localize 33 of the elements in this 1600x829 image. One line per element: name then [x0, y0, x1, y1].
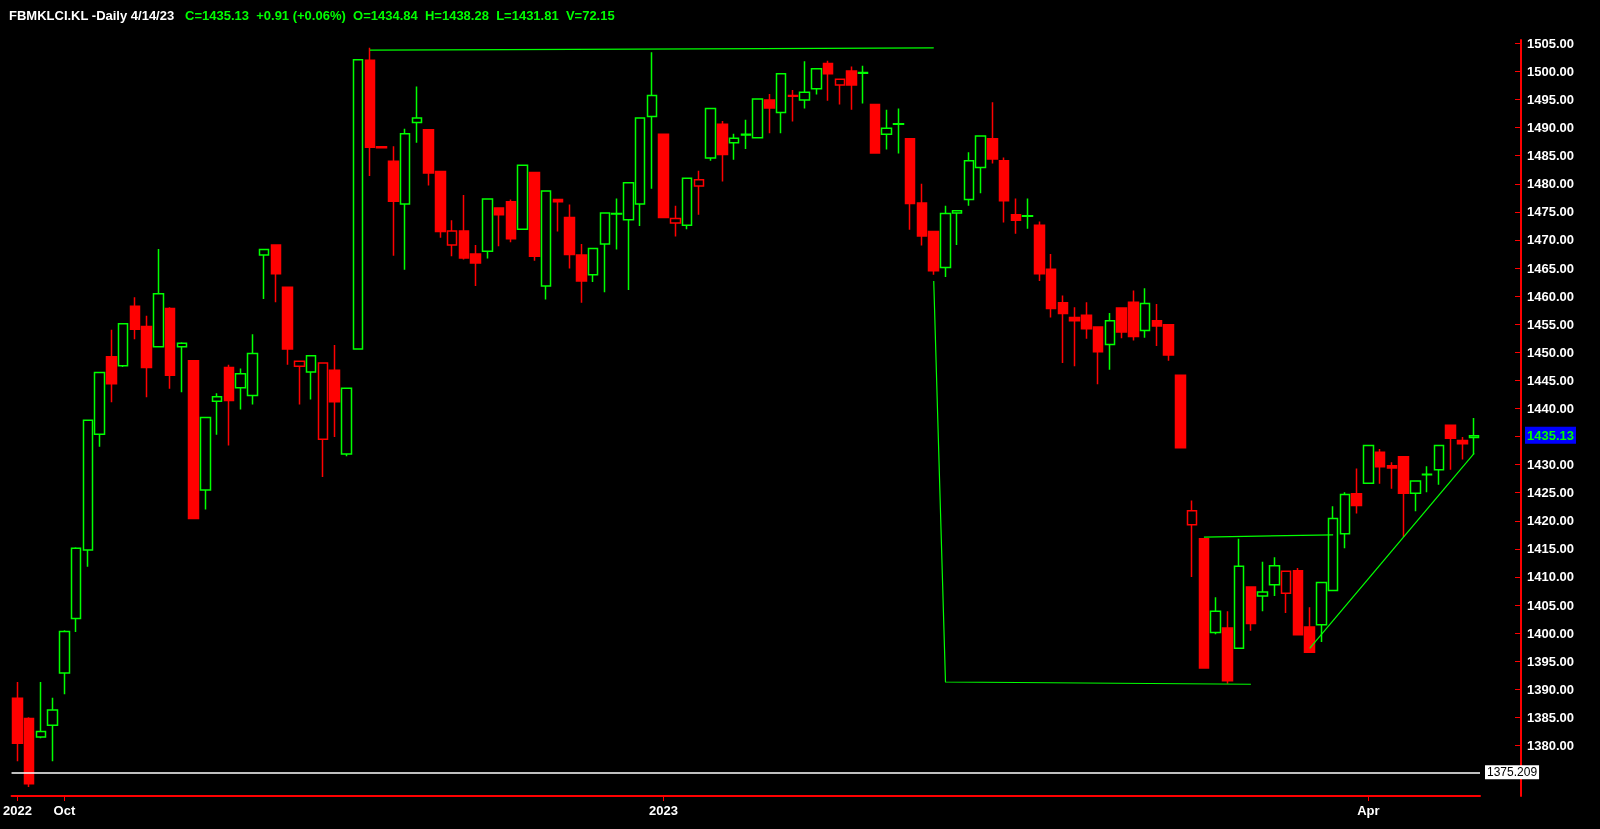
y-tick-label: 1440.00 [1527, 400, 1574, 416]
y-tick-label: 1470.00 [1527, 232, 1574, 248]
y-tick-label: 1475.00 [1527, 204, 1574, 220]
y-tick-label: 1380.00 [1527, 737, 1574, 753]
x-tick-label: Oct [53, 803, 76, 818]
y-tick-label: 1455.00 [1527, 316, 1574, 332]
y-tick-label: 1450.00 [1527, 344, 1574, 360]
y-tick-label: 1405.00 [1527, 597, 1574, 613]
y-tick-label: 1410.00 [1527, 569, 1574, 585]
y-tick-label: 1425.00 [1527, 485, 1574, 501]
chart-subtitle: C=1435.13 +0.91 (+0.06%) O=1434.84 H=1438.28 L=1431.81 V=72.15 [185, 8, 615, 23]
y-tick-label: 1505.00 [1527, 35, 1574, 51]
y-tick-label: 1400.00 [1527, 625, 1574, 641]
y-tick-label: 1480.00 [1527, 176, 1574, 192]
y-tick-label: 1430.00 [1527, 457, 1574, 473]
x-tick-label: 2023 [649, 803, 678, 818]
y-tick-label: 1490.00 [1527, 120, 1574, 136]
ref-line-label: 1375.209 [1487, 765, 1538, 780]
y-tick-label: 1390.00 [1527, 681, 1574, 697]
y-tick-label: 1495.00 [1527, 92, 1574, 108]
y-tick-label: 1460.00 [1527, 288, 1574, 304]
y-tick-label: 1385.00 [1527, 709, 1574, 725]
y-tick-label: 1500.00 [1527, 63, 1574, 79]
chart-title: FBMKLCI.KL -Daily 4/14/23 [9, 8, 175, 23]
y-tick-label: 1445.00 [1527, 372, 1574, 388]
y-tick-label: 1415.00 [1527, 541, 1574, 557]
y-tick-label: 1395.00 [1527, 653, 1574, 669]
y-tick-label: 1485.00 [1527, 148, 1574, 164]
x-tick-label: 2022 [2, 803, 32, 818]
y-tick-label: 1420.00 [1527, 513, 1574, 529]
text: 1435.13 [1527, 427, 1574, 443]
y-tick-label: 1465.00 [1527, 260, 1574, 276]
x-tick-label: Apr [1357, 803, 1380, 818]
